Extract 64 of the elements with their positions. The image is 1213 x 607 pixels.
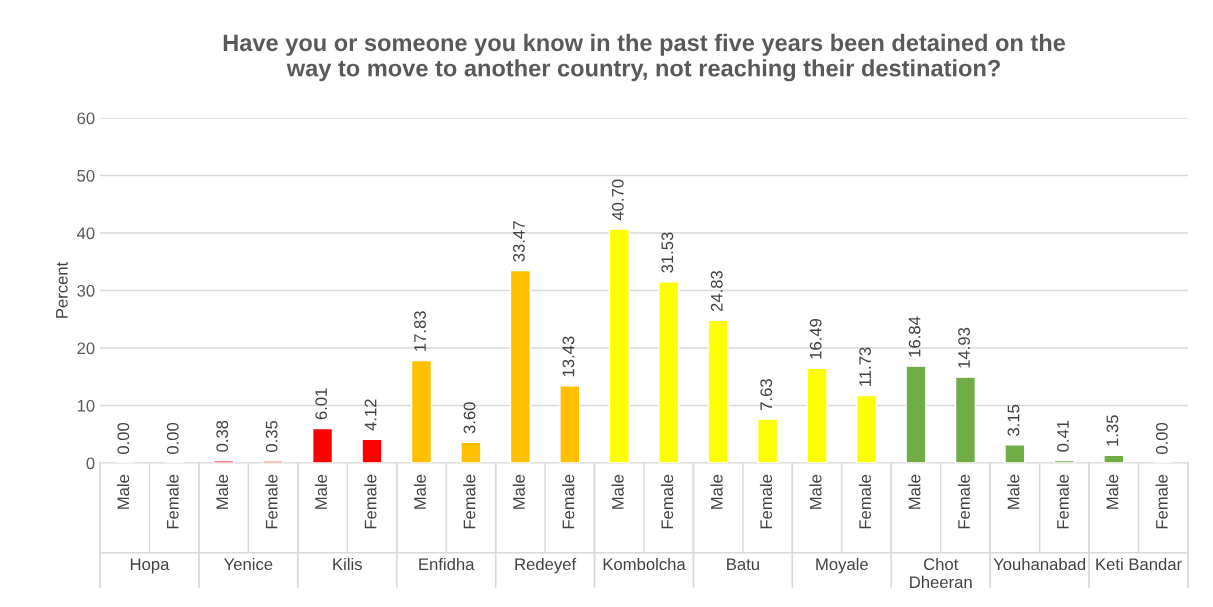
- y-tick-label: 20: [77, 342, 95, 355]
- data-label: 6.01: [315, 388, 328, 420]
- data-label: 11.73: [859, 347, 872, 386]
- data-label: 0.35: [265, 420, 278, 452]
- x-tick-label: Male: [1007, 474, 1020, 509]
- data-label: 0.00: [117, 422, 130, 455]
- x-tick-label: Female: [265, 474, 278, 529]
- x-tick-label: Female: [957, 474, 970, 529]
- x-tick-label: Male: [710, 474, 723, 509]
- y-axis-title: Percent: [56, 261, 68, 318]
- data-label: 1.35: [1106, 415, 1119, 446]
- x-tick-label: Female: [858, 474, 872, 529]
- data-label: 0.41: [1057, 420, 1069, 452]
- text: Hopa: [130, 558, 170, 574]
- text: Kombolcha: [603, 557, 686, 571]
- x-tick-label: Male: [215, 474, 229, 509]
- x-tick-label: Female: [463, 474, 476, 529]
- text: Chot Dheeran: [910, 557, 972, 589]
- x-tick-label: Male: [413, 474, 426, 509]
- y-tick-label: 40: [76, 227, 95, 240]
- data-label: 0.38: [216, 420, 229, 452]
- x-tick-label: Female: [1155, 474, 1168, 529]
- text: Yenice: [224, 557, 273, 571]
- x-tick-label: Female: [1056, 474, 1069, 529]
- text: Redeyef: [515, 557, 577, 574]
- x-tick-label: Female: [562, 474, 575, 529]
- data-label: 14.93: [958, 327, 970, 368]
- y-tick-label: 60: [77, 112, 95, 125]
- x-tick-label: Female: [364, 474, 377, 529]
- text: Batu: [727, 558, 759, 571]
- text: Enfidha: [419, 557, 475, 571]
- x-tick-label: Female: [660, 474, 674, 529]
- text: Keti Bandar: [1096, 557, 1182, 571]
- y-tick-label: 30: [77, 284, 95, 297]
- text: Kilis: [333, 557, 362, 571]
- data-label: 40.70: [611, 179, 624, 221]
- x-tick-label: Male: [116, 474, 130, 509]
- data-label: 4.12: [364, 399, 377, 431]
- x-tick-label: Male: [1106, 474, 1119, 509]
- data-label: 0.00: [166, 422, 179, 455]
- data-label: 3.60: [463, 402, 476, 434]
- y-tick-label: 0: [86, 457, 95, 470]
- x-tick-label: Female: [759, 474, 773, 529]
- x-tick-label: Male: [809, 474, 822, 509]
- y-tick-label: 50: [77, 169, 95, 182]
- data-label: 0.00: [1155, 422, 1168, 455]
- x-tick-label: Female: [166, 474, 179, 529]
- x-tick-label: Male: [314, 474, 328, 509]
- data-label: 3.15: [1007, 404, 1020, 436]
- chart-title: Have you or someone you know in the past five years been detained on the way to move to another country, not reaching their destination?: [223, 33, 1066, 82]
- data-label: 13.43: [562, 336, 575, 377]
- data-label: 33.47: [513, 221, 525, 262]
- y-tick-label: 10: [77, 399, 95, 412]
- data-label: 17.83: [414, 311, 426, 351]
- data-label: 31.53: [661, 232, 674, 273]
- data-label: 16.84: [908, 316, 921, 357]
- text: Moyale: [816, 557, 868, 574]
- data-label: 7.63: [760, 379, 773, 410]
- x-tick-label: Male: [512, 474, 525, 509]
- x-tick-label: Male: [908, 474, 921, 509]
- text: Youhanabad: [993, 557, 1086, 571]
- data-label: 16.49: [809, 318, 822, 359]
- x-tick-label: Male: [611, 474, 624, 509]
- data-label: 24.83: [710, 270, 723, 312]
